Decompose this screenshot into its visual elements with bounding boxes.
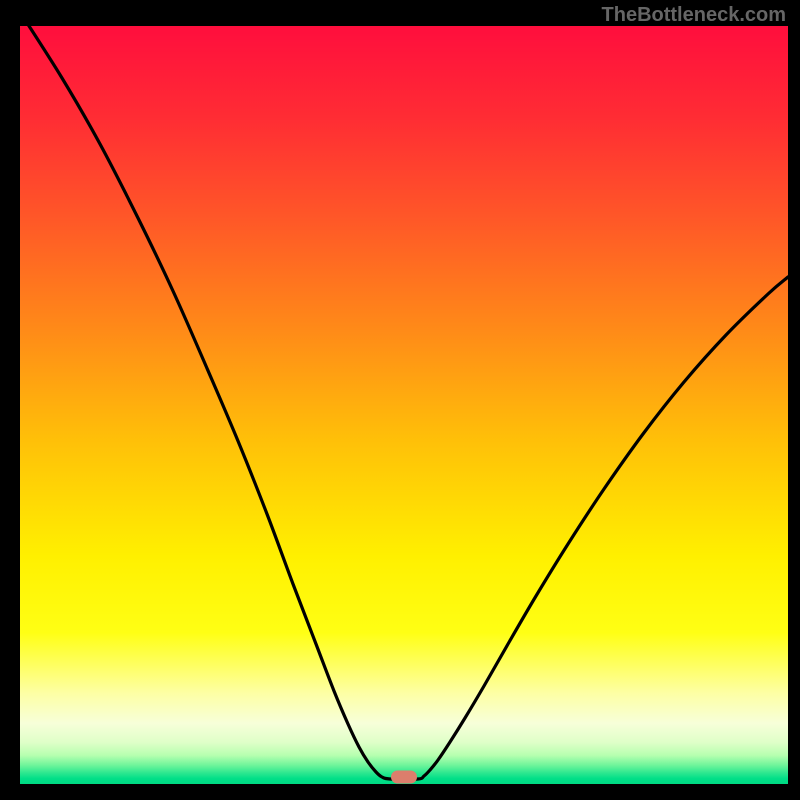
plot-area bbox=[20, 26, 788, 784]
watermark-text: TheBottleneck.com bbox=[602, 4, 786, 27]
chart-stage: TheBottleneck.com bbox=[0, 0, 800, 800]
optimal-marker bbox=[391, 771, 417, 784]
bottleneck-curve bbox=[20, 26, 788, 784]
